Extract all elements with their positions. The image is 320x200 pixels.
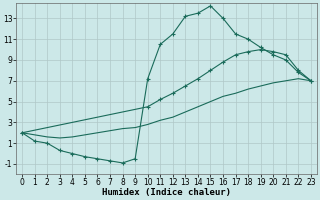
X-axis label: Humidex (Indice chaleur): Humidex (Indice chaleur): [102, 188, 231, 197]
